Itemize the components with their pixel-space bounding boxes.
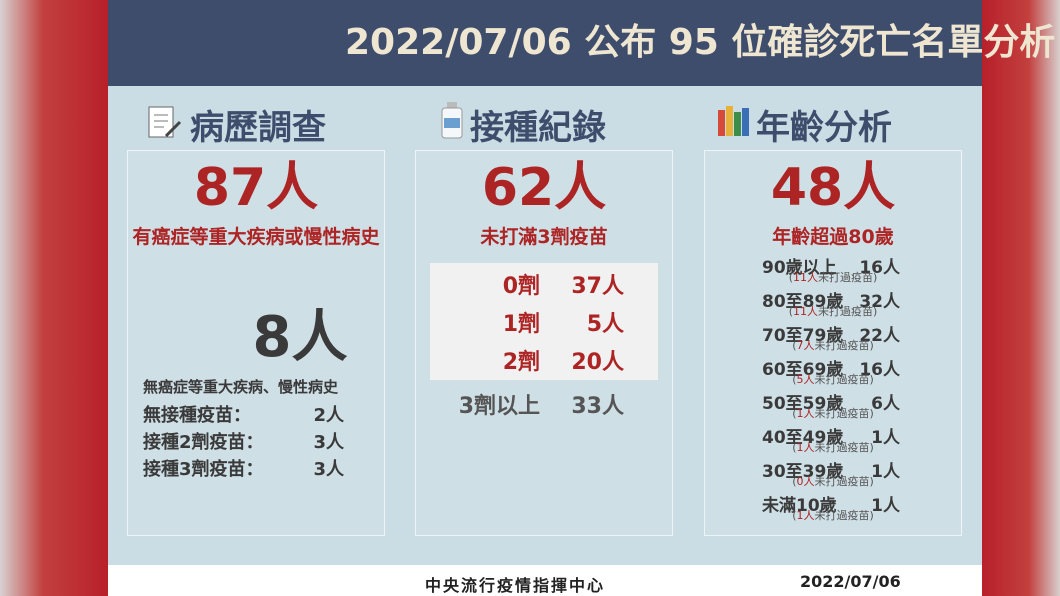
note-count: 11人	[793, 271, 818, 284]
note-text: 未打過疫苗)	[814, 373, 874, 386]
note-text: 未打過疫苗)	[818, 305, 878, 318]
age-note: (1人未打過疫苗)	[733, 408, 933, 419]
age-note: (11人未打過疫苗)	[733, 272, 933, 283]
note-text: (	[792, 339, 797, 352]
age-label: 60至69歲	[762, 360, 844, 380]
main-count: 87人	[193, 158, 319, 218]
age-note: (7人未打過疫苗)	[733, 340, 933, 351]
age-value: 22人	[859, 326, 900, 346]
row-label: 接種2劑疫苗：	[143, 432, 264, 453]
row-value: 3人	[313, 459, 344, 480]
note-count: 11人	[793, 305, 818, 318]
dose-value: 37人	[571, 274, 624, 299]
main-desc: 有癌症等重大疾病或慢性病史	[132, 226, 380, 248]
book	[718, 110, 725, 136]
note-text: (	[792, 441, 797, 454]
note-text: (	[792, 407, 797, 420]
age-note: (0人未打過疫苗)	[733, 476, 933, 487]
note-count: 0人	[796, 475, 815, 488]
age-value: 6人	[871, 394, 900, 414]
age-label: 80至89歲	[762, 292, 844, 312]
dose-table-bg	[430, 263, 658, 380]
footer-source: 中央流行疫情指揮中心	[425, 576, 606, 595]
note-text: (	[792, 509, 797, 522]
dose-label: 2劑	[502, 350, 540, 375]
age-value: 16人	[859, 258, 900, 278]
age-value: 1人	[871, 496, 900, 516]
books-icon	[718, 106, 749, 136]
age-label: 30至39歲	[762, 462, 844, 482]
note-text: (	[788, 271, 793, 284]
row-value: 2人	[313, 405, 344, 426]
dose-label: 1劑	[502, 312, 540, 337]
book	[726, 106, 733, 136]
age-box	[704, 150, 962, 536]
section-heading: 接種紀錄	[470, 108, 606, 148]
age-note: (5人未打過疫苗)	[733, 374, 933, 385]
age-label: 70至79歲	[762, 326, 844, 346]
paper	[148, 106, 174, 138]
footer-date: 2022/07/06	[800, 572, 901, 591]
dose-value: 5人	[586, 312, 624, 337]
main-desc: 未打滿3劑疫苗	[480, 226, 608, 248]
age-note: (11人未打過疫苗)	[733, 306, 933, 317]
pen	[164, 120, 182, 138]
sub-count: 8人	[252, 305, 348, 370]
age-value: 16人	[859, 360, 900, 380]
document-icon	[148, 106, 182, 138]
dose-value: 20人	[571, 350, 624, 375]
note-count: 1人	[796, 509, 815, 522]
section-heading: 年齡分析	[756, 108, 892, 148]
row-label: 接種3劑疫苗：	[143, 459, 264, 480]
note-text: 未打過疫苗)	[814, 509, 874, 522]
note-text: 未打過疫苗)	[818, 271, 878, 284]
note-count: 1人	[796, 407, 815, 420]
note-text: (	[792, 475, 797, 488]
history-box	[127, 150, 385, 536]
dose-label: 3劑以上	[458, 394, 540, 419]
book	[734, 112, 741, 136]
main-count: 62人	[481, 158, 607, 218]
section-heading: 病歷調查	[190, 108, 326, 148]
dose-label: 0劑	[502, 274, 540, 299]
note-text: 未打過疫苗)	[814, 339, 874, 352]
age-label: 50至59歲	[762, 394, 844, 414]
note-text: (	[788, 305, 793, 318]
note-text: (	[792, 373, 797, 386]
book	[742, 108, 749, 136]
row-value: 3人	[313, 432, 344, 453]
label	[444, 118, 460, 128]
age-label: 40至49歲	[762, 428, 844, 448]
age-value: 1人	[871, 428, 900, 448]
age-note: (1人未打過疫苗)	[733, 442, 933, 453]
row-label: 無接種疫苗：	[143, 405, 251, 426]
bottle-icon	[441, 102, 463, 139]
note-text: 未打過疫苗)	[814, 441, 874, 454]
footer-bar	[108, 565, 982, 596]
note-count: 5人	[796, 373, 815, 386]
age-value: 1人	[871, 462, 900, 482]
age-value: 32人	[859, 292, 900, 312]
note-count: 1人	[796, 441, 815, 454]
main-count: 48人	[770, 158, 896, 218]
right-backdrop	[982, 0, 1060, 596]
left-backdrop	[0, 0, 108, 596]
main-desc: 年齡超過80歲	[772, 226, 894, 248]
age-note: (1人未打過疫苗)	[733, 510, 933, 521]
cap	[447, 102, 457, 108]
age-label: 90歲以上	[762, 258, 837, 278]
note-count: 7人	[796, 339, 815, 352]
note-text: 未打過疫苗)	[814, 407, 874, 420]
header-bar	[108, 0, 982, 86]
sub-desc: 無癌症等重大疾病、慢性病史	[143, 378, 339, 396]
note-text: 未打過疫苗)	[814, 475, 874, 488]
age-label: 未滿10歲	[762, 496, 837, 516]
title: 2022/07/06 公布 95 位確診死亡名單分析	[345, 22, 1056, 63]
dose-value: 33人	[571, 394, 624, 419]
